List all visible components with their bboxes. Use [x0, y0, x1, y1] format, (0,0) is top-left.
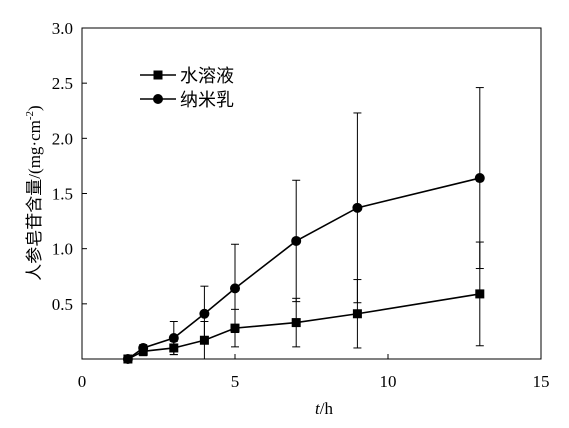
aqueous-solution-data-point [230, 323, 240, 333]
aqueous-solution-data-point [291, 318, 301, 328]
y-tick-label: 1.5 [52, 185, 73, 204]
x-axis-label: t/h [315, 399, 333, 418]
x-tick-label: 15 [533, 372, 550, 391]
y-tick-label: 3.0 [52, 19, 73, 38]
legend-aqueous-solution-label: 水溶液 [180, 66, 234, 86]
x-tick-label: 0 [78, 372, 87, 391]
legend-nanoemulsion-marker [153, 94, 163, 104]
nanoemulsion-data-point [474, 173, 485, 184]
aqueous-solution-data-point [199, 335, 209, 345]
legend-aqueous-solution-marker [153, 70, 163, 80]
y-axis: 0.5 1.0 1.5 2.0 2.5 3.0 [52, 19, 87, 314]
series-markers [122, 173, 485, 364]
plot-frame [81, 27, 542, 360]
aqueous-solution-data-point [475, 289, 485, 299]
aqueous-solution-series-line [127, 293, 480, 360]
y-tick-label: 2.5 [52, 74, 73, 93]
plot-area-frame [81, 27, 542, 360]
legend-nanoemulsion-label: 纳米乳 [180, 90, 234, 110]
nanoemulsion-data-point [291, 235, 302, 246]
nanoemulsion-data-point [230, 283, 240, 294]
nanoemulsion-data-point [352, 202, 363, 213]
aqueous-solution-data-point [169, 343, 179, 353]
error-bars [139, 87, 484, 360]
series-lines [127, 177, 480, 360]
y-tick-label: 2.0 [52, 129, 73, 148]
nanoemulsion-data-point [122, 354, 133, 364]
aqueous-solution-data-point [352, 309, 362, 319]
nanoemulsion-series-line [127, 177, 480, 360]
y-axis-label: 人参皂苷含量/(mg·cm-2) [24, 105, 44, 280]
y-tick-label: 1.0 [52, 240, 73, 259]
nanoemulsion-data-point [138, 342, 149, 353]
nanoemulsion-data-point [199, 308, 210, 319]
y-tick-label: 0.5 [52, 295, 73, 314]
x-tick-label: 10 [380, 372, 397, 391]
nanoemulsion-data-point [168, 333, 179, 344]
x-axis: 0 5 10 15 [78, 354, 550, 391]
x-tick-label: 5 [231, 372, 240, 391]
